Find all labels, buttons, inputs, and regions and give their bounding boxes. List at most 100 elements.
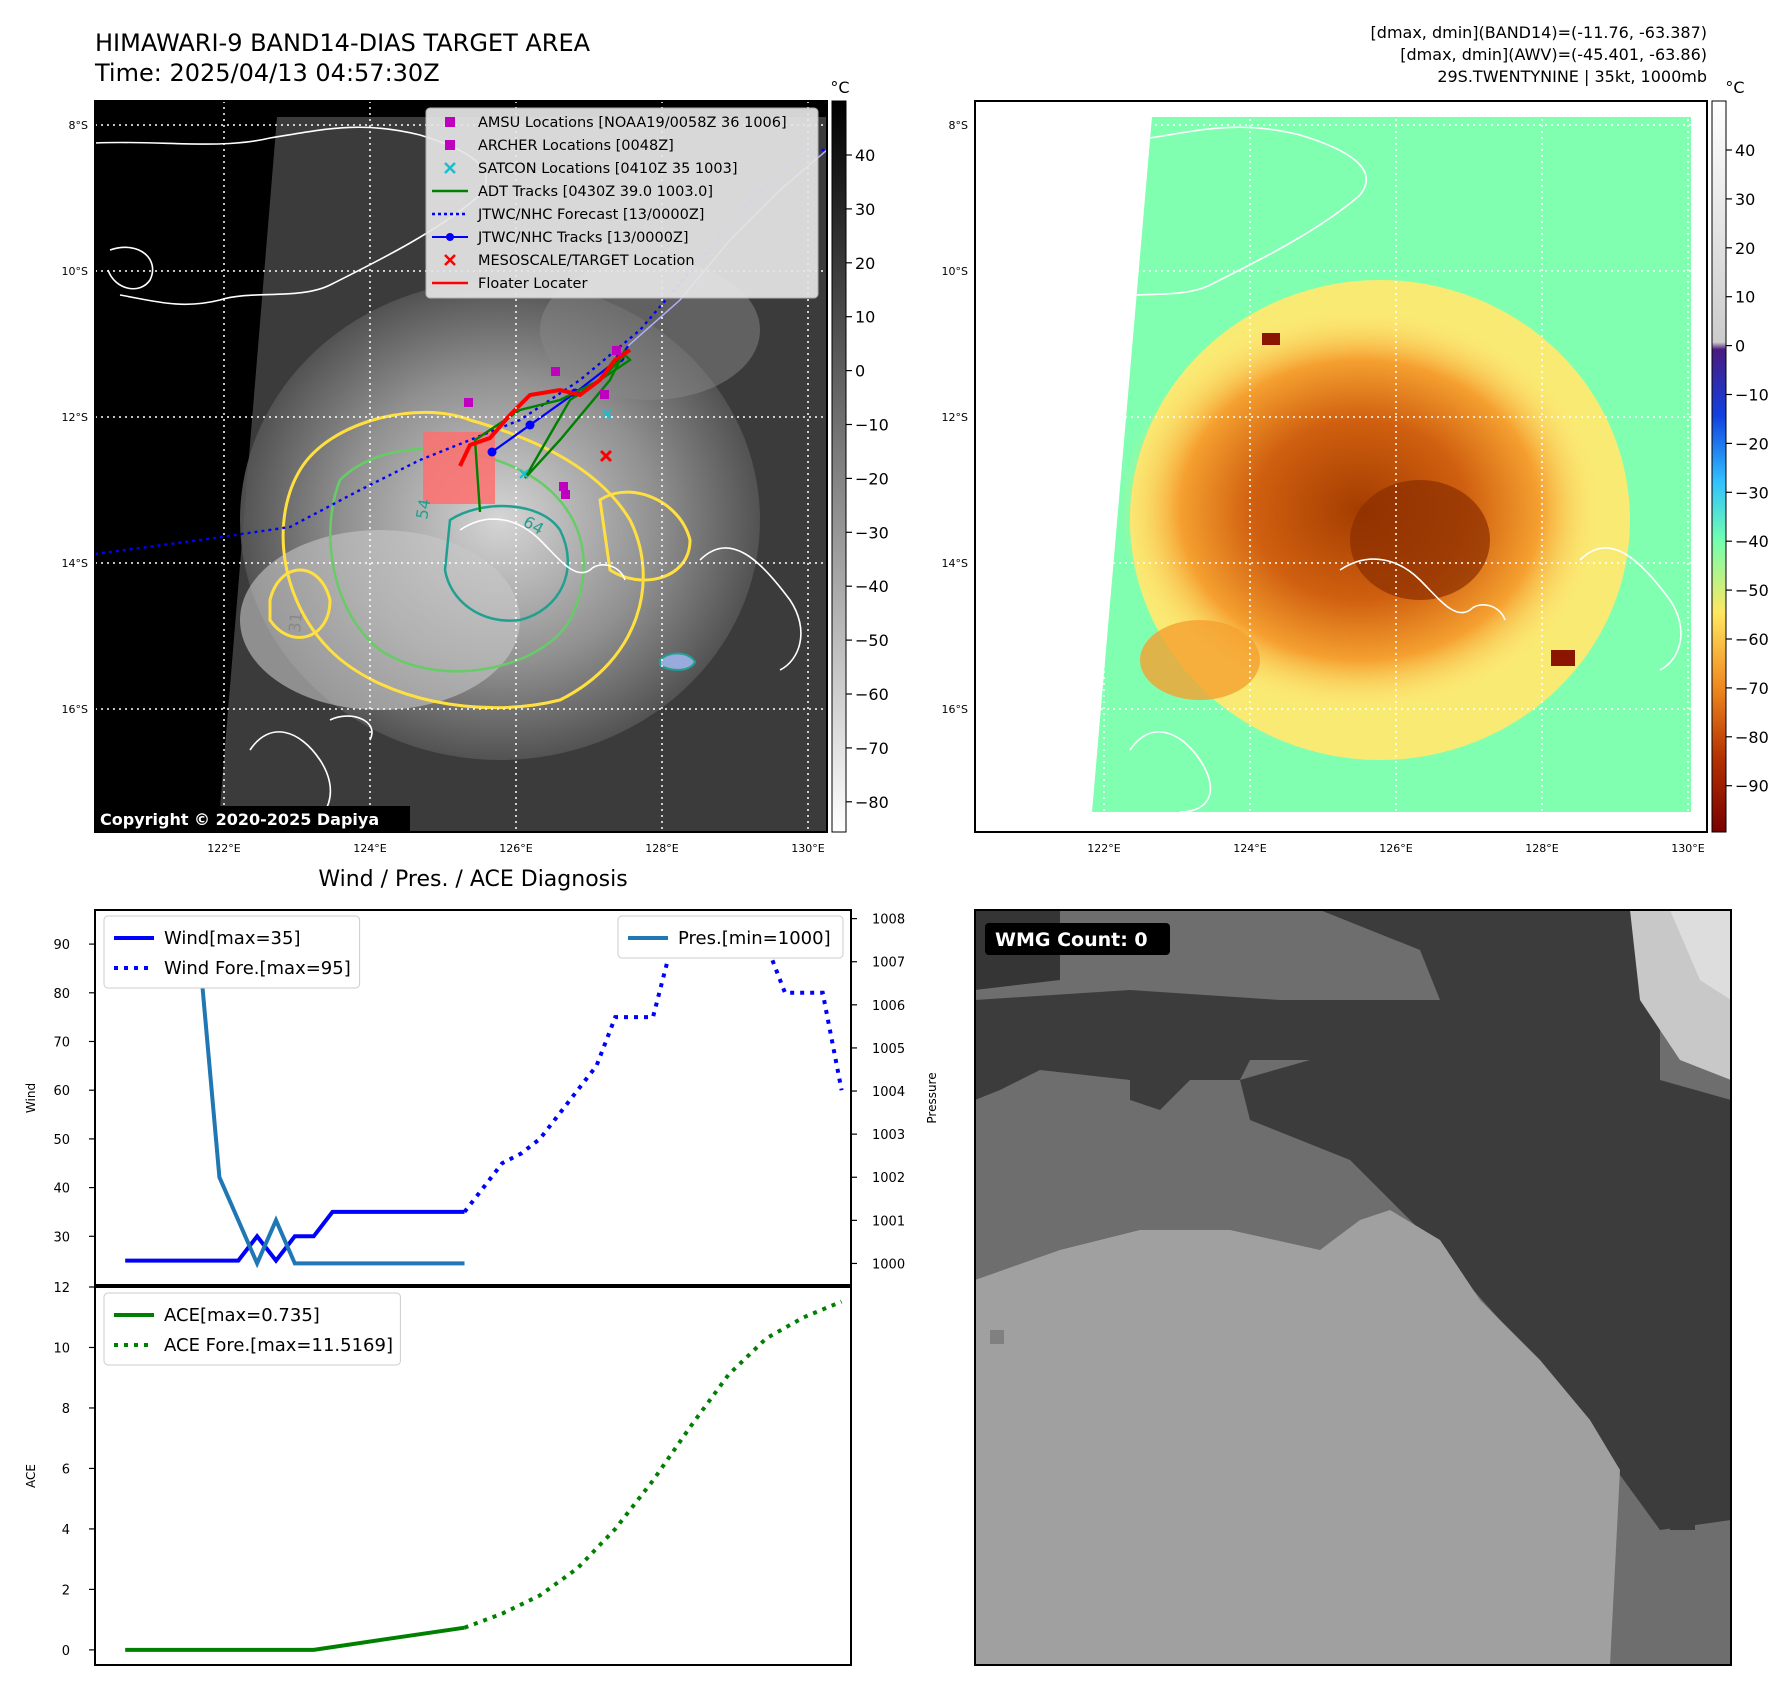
ir-lon-label: 124°E [353,842,386,855]
wv-colorbar-tick: 0 [1735,337,1745,356]
wind-tick-label: 40 [53,1182,70,1197]
pressure-tick-label: 1001 [872,1214,905,1229]
wv-colorbar [1711,100,1727,833]
wv-lon-label: 124°E [1233,842,1266,855]
pressure-tick-label: 1000 [872,1257,905,1272]
pressure-tick-label: 1004 [872,1085,905,1100]
figure-title-line1: HIMAWARI-9 BAND14-DIAS TARGET AREA [95,29,591,57]
pressure-tick-label: 1006 [872,999,905,1014]
ir-legend-label: Floater Locater [478,276,587,292]
wv-colorbar-tick: −10 [1735,386,1769,405]
wv-colorbar-tick: −90 [1735,777,1769,796]
ir-contour-yellow [281,410,645,710]
ir-colorbar-tick: −70 [855,739,889,758]
wv-colorbar-tick: −70 [1735,679,1769,698]
ir-legend-box [425,107,819,299]
legend-marker-x [444,162,456,174]
legend-label: Pres.[min=1000] [678,928,831,949]
ace-tick-label: 0 [62,1644,70,1659]
ir-colorbar-tick: −60 [855,685,889,704]
ir-colorbar-tick: −50 [855,631,889,650]
ace-plot-frame [94,1286,852,1666]
ace-tick-label: 4 [62,1523,70,1538]
ir-lon-label: 128°E [645,842,678,855]
ir-legend-label: AMSU Locations [NOAA19/0058Z 36 1006] [478,115,787,131]
ace-tick-label: 10 [53,1341,70,1356]
ir-legend-label: SATCON Locations [0410Z 35 1003] [478,161,737,177]
wv-colorbar-tick: −20 [1735,434,1769,453]
info-line1: [dmax, dmin](BAND14)=(-11.76, -63.387) [1371,23,1707,42]
wv-colorbar-unit: °C [1725,78,1744,97]
ir-legend-label: MESOSCALE/TARGET Location [478,253,695,269]
ir-legend-label: ARCHER Locations [0048Z] [478,138,674,154]
wind-tick-label: 80 [53,987,70,1002]
pressure-tick-label: 1007 [872,956,905,971]
ir-colorbar-tick: −40 [855,577,889,596]
info-line3: 29S.TWENTYNINE | 35kt, 1000mb [1437,67,1707,86]
wv-map-frame [974,100,1708,833]
wind-line [125,1209,465,1264]
ir-colorbar-tick: 40 [855,146,875,165]
contour-label-54: 54 [412,497,434,520]
wv-lon-label: 126°E [1379,842,1412,855]
ir-colorbar-tick: 20 [855,254,875,273]
figure-title-line2: Time: 2025/04/13 04:57:30Z [94,59,440,87]
wind-tick-label: 90 [53,938,70,953]
wv-colorbar-tick: −30 [1735,483,1769,502]
ir-contour-teal [443,504,570,622]
wv-colorbar-tick: 10 [1735,288,1755,307]
wmg-frame [974,909,1732,1666]
wv-lon-label: 130°E [1671,842,1704,855]
ir-lat-label: 16°S [62,703,88,716]
pressure-legend [617,915,844,959]
ir-lon-label: 126°E [499,842,532,855]
ir-colorbar-tick: −20 [855,469,889,488]
ace-tick-label: 12 [53,1281,70,1296]
ir-colorbar-tick: −80 [855,793,889,812]
ir-colorbar [831,100,847,833]
copyright-box [95,806,410,832]
wv-lat-label: 14°S [942,557,968,570]
pressure-axis-label: Pressure [925,1072,939,1123]
ir-lat-label: 14°S [62,557,88,570]
ir-lat-label: 10°S [62,265,88,278]
ace-tick-label: 6 [62,1462,70,1477]
wind-tick-label: 70 [53,1035,70,1050]
ace-line [125,1625,465,1652]
wmg-badge-box [985,923,1170,955]
ir-colorbar-tick: 0 [855,362,865,381]
legend-label: ACE[max=0.735] [164,1305,320,1326]
wv-colorbar-tick: −60 [1735,630,1769,649]
wind-legend [103,915,361,989]
wv-lat-label: 8°S [949,119,968,132]
legend-marker-dot [446,233,454,241]
pressure-tick-label: 1008 [872,913,905,928]
wmg-badge-text: WMG Count: 0 [995,929,1148,951]
ir-colorbar-tick: −10 [855,416,889,435]
pressure-tick-label: 1005 [872,1042,905,1057]
diagnosis-title: Wind / Pres. / ACE Diagnosis [318,867,627,892]
legend-label: Wind[max=35] [164,928,301,949]
wv-lon-label: 122°E [1087,842,1120,855]
wind-axis-label: Wind [24,1083,38,1113]
wv-colorbar-tick: 40 [1735,141,1755,160]
wv-colorbar-tick: −80 [1735,728,1769,747]
wv-lat-label: 10°S [942,265,968,278]
ir-map-panel: 54 64 31 Copyright © 2020-2025 Dapiya AM… [94,100,828,833]
info-line2: [dmax, dmin](AWV)=(-45.401, -63.86) [1400,45,1707,64]
legend-marker-square [445,117,455,127]
ir-legend-label: ADT Tracks [0430Z 39.0 1003.0] [478,184,713,200]
legend-label: ACE Fore.[max=11.5169] [164,1335,393,1356]
ir-lon-label: 122°E [207,842,240,855]
ir-colorbar-tick: −30 [855,523,889,542]
pressure-tick-label: 1003 [872,1128,905,1143]
floater-locator-box [423,432,495,504]
floater-track [458,348,632,467]
legend-label: Wind Fore.[max=95] [164,958,351,979]
ir-legend-label: JTWC/NHC Tracks [13/0000Z] [477,230,689,246]
ace-forecast-line [463,1299,843,1630]
ir-lat-label: 8°S [69,119,88,132]
wind-tick-label: 60 [53,1084,70,1099]
legend-marker-x [444,254,456,266]
